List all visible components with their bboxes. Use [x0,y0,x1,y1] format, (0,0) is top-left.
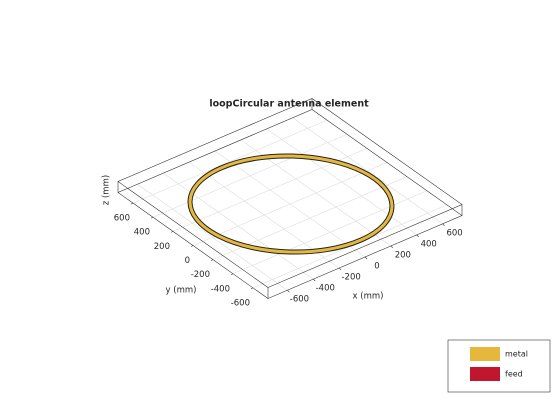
x-tick-label: 600 [446,228,462,238]
y-tick [190,245,194,247]
legend-swatch [470,367,500,381]
y-tick-label: -200 [191,270,210,280]
x-tick-label: 400 [421,239,437,249]
x-tick [442,223,445,227]
x-tick [390,245,394,249]
y-tick-label: 400 [134,228,150,238]
chart-title: loopCircular antenna element [209,99,369,110]
y-tick [150,216,154,219]
x-tick [364,256,368,260]
x-axis-label: x (mm) [353,292,384,302]
y-tick-label: 200 [154,242,170,252]
y-tick [130,202,134,205]
legend-label: feed [505,370,523,379]
grid-line [192,162,388,246]
x-tick-label: -400 [316,284,335,294]
antenna [187,153,395,255]
y-tick-label: -400 [211,284,230,294]
ring-metal [188,154,394,254]
z-axis-label: z (mm) [102,175,112,205]
x-tick [287,289,290,293]
x-tick-label: -200 [341,273,360,283]
y-tick [210,259,214,261]
y-tick-label: 0 [185,256,190,266]
x-tick [313,278,316,282]
grid-line [152,133,348,218]
x-tick-label: 200 [395,250,411,260]
x-tick [416,234,419,238]
legend-label: metal [505,350,528,359]
y-tick-label: 600 [114,214,130,224]
legend: metal feed [470,347,528,381]
y-tick-label: -600 [231,298,250,308]
y-tick [170,231,174,233]
x-tick-label: 0 [374,262,379,272]
x-tick [338,267,342,271]
y-axis-label: y (mm) [166,286,197,296]
x-tick-label: -600 [290,295,309,305]
axes-box [117,98,463,299]
legend-swatch [470,347,500,361]
grid-line [232,190,428,275]
y-tick [250,287,254,290]
grid-line [132,119,328,204]
y-tick [230,273,234,276]
